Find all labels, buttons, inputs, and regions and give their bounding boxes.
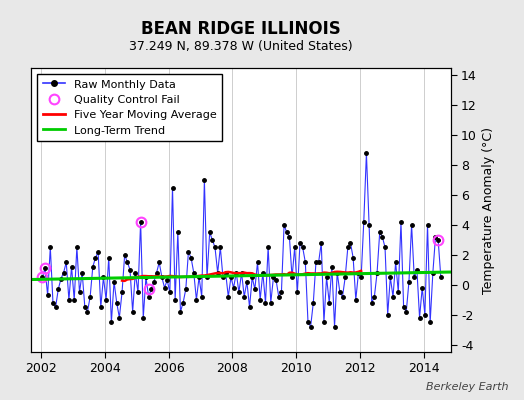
Text: 37.249 N, 89.378 W (United States): 37.249 N, 89.378 W (United States) — [129, 40, 353, 53]
Text: BEAN RIDGE ILLINOIS: BEAN RIDGE ILLINOIS — [141, 20, 341, 38]
Text: Berkeley Earth: Berkeley Earth — [426, 382, 508, 392]
Legend: Raw Monthly Data, Quality Control Fail, Five Year Moving Average, Long-Term Tren: Raw Monthly Data, Quality Control Fail, … — [37, 74, 222, 141]
Y-axis label: Temperature Anomaly (°C): Temperature Anomaly (°C) — [483, 126, 496, 294]
